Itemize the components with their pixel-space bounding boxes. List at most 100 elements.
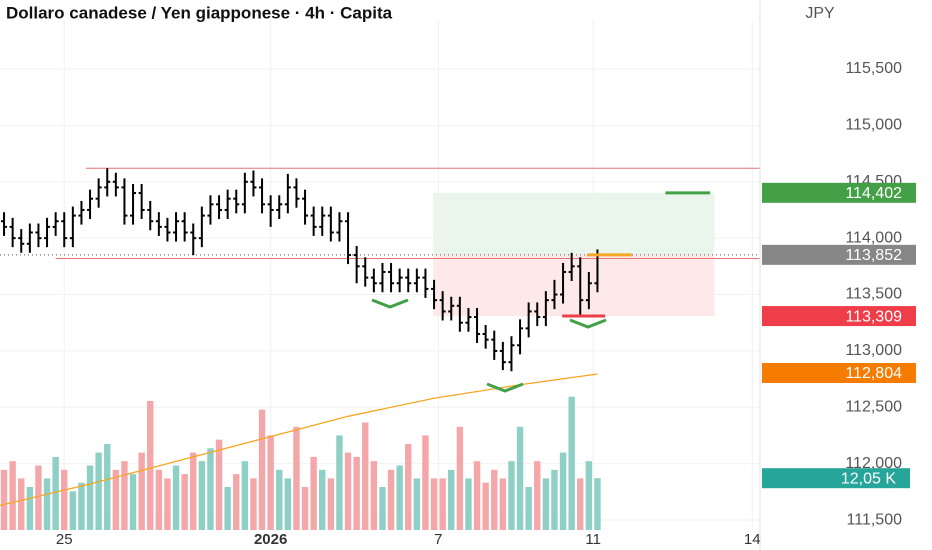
y-tick-label: 113,500 [845,286,902,303]
volume-bar [508,461,515,530]
x-tick-label: 11 [585,531,601,548]
volume-bar [473,461,481,530]
price-label: 114,402 [845,185,902,202]
price-axis-panel [760,0,932,550]
x-tick-label: 2026 [254,531,287,548]
volume-bar [439,478,446,530]
volume-bar [104,444,111,530]
volume-bar [568,396,575,530]
volume-bar [43,478,51,530]
volume-bar [224,487,231,530]
volume-bar [310,456,317,530]
plot-area [0,20,760,530]
marker [486,382,524,393]
y-tick-label: 115,000 [845,117,902,134]
volume-bar [9,461,16,530]
chart-title: Dollaro canadese / Yen giapponese · 4h ·… [6,3,393,22]
y-tick-label: 113,000 [845,342,902,359]
currency: JPY [805,5,835,22]
volume-bar [362,422,369,530]
volume-bar [448,469,455,530]
volume-bar [387,469,395,530]
volume-bar [78,482,85,530]
volume-bar [344,452,352,530]
volume-bar [336,435,343,530]
y-tick-label: 112,500 [845,399,902,416]
stop-zone [433,254,715,317]
volume-bar [138,452,145,530]
volume-bar [26,487,34,530]
volume-bar [594,478,601,530]
y-tick-label: 111,500 [847,511,903,528]
target-zone [433,192,715,255]
price-label: 112,804 [845,365,902,382]
volume-label: 12,05 K [841,470,896,487]
volume-bar [95,452,102,530]
volume-bar [69,491,77,530]
volume-bar [112,469,120,530]
y-tick-label: 112,000 [845,455,902,472]
volume-bar [585,461,593,530]
volume-bar [284,478,292,530]
price-label: 113,309 [845,308,902,325]
volume-bar [491,469,498,530]
volume-bar [181,474,188,530]
volume-bar [379,487,386,530]
volume-bar [293,426,300,530]
y-tick-label: 115,500 [845,60,902,77]
volume-bar [276,469,283,530]
volume-bar [301,487,309,530]
price-label-box [762,306,916,327]
volume-bar [499,478,507,530]
volume-bar [155,469,163,530]
volume-bar [0,469,8,530]
volume-bar [207,448,214,530]
volume-bar [86,465,94,530]
volume-bar [198,461,206,530]
price-label-box [762,244,916,265]
volume-bar [516,426,524,530]
volume-bar [164,478,171,530]
volume-bar [327,478,335,530]
volume-bar [542,478,550,530]
x-tick-label: 14 [744,531,761,548]
volume-bar [456,426,464,530]
y-tick-label: 114,000 [845,229,902,246]
volume-bar [559,452,567,530]
volume-bar [465,478,472,530]
volume-bar [534,461,541,530]
signal-markers [371,298,607,393]
volume-bar [129,474,137,530]
volume-bar [577,478,584,530]
x-tick-label: 7 [434,531,442,548]
volume-bar [396,465,403,530]
volume-bar [258,409,266,530]
volume-bar [413,478,421,530]
price-label-box [762,182,916,203]
volume-bar [482,482,489,530]
volume-bar [172,465,180,530]
x-tick-label: 25 [56,531,73,548]
volume-bar [267,435,274,530]
volume-bar [18,478,25,530]
volume-bar [61,469,68,530]
volume-bar [121,461,128,530]
volume-bar [250,478,257,530]
marker [371,298,409,309]
volume-bar [319,469,326,530]
volume-bar [52,456,59,530]
price-label: 113,852 [845,247,902,264]
volume-bar [233,474,240,530]
marker [569,318,607,329]
volume-bar [430,478,438,530]
volume-bar [551,469,558,530]
volume-bar [422,435,429,530]
volume-bar [215,439,223,530]
volume-bar [190,452,197,530]
volume-bar [353,456,360,530]
price-label-box [762,363,916,384]
volume-bar [35,465,42,530]
price-axis: 111,500 112,000 112,500 113,000 113,500 114,0… [762,60,916,528]
volume-bar [241,461,249,530]
